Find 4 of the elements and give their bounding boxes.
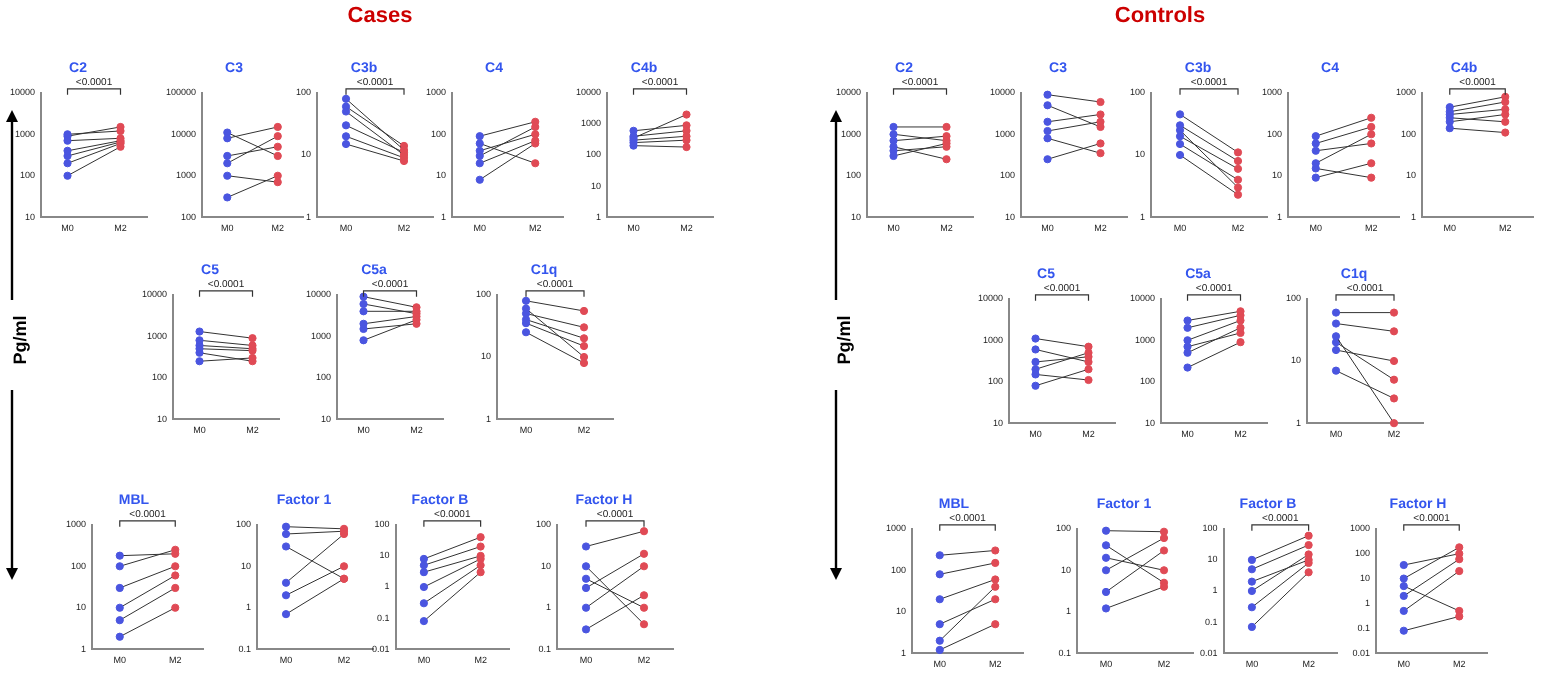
- text: Pg/ml: [834, 315, 854, 365]
- text: Controls: [1114, 4, 1206, 28]
- text: Cases: [347, 4, 413, 28]
- text: Pg/ml: [10, 315, 30, 365]
